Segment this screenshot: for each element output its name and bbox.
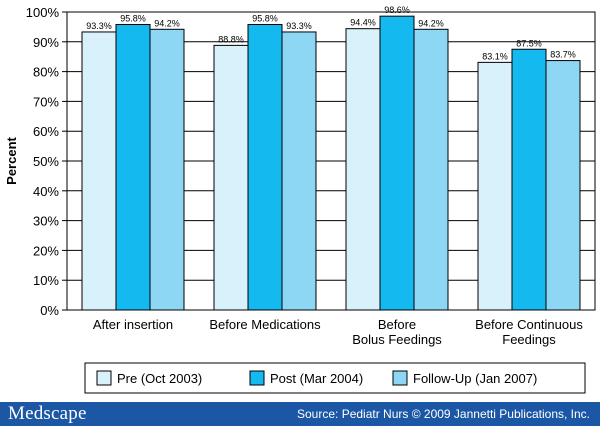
data-label: 94.4% xyxy=(350,18,376,28)
y-tick-label: 20% xyxy=(33,243,59,258)
legend-swatch xyxy=(96,370,112,386)
x-tick-label-line: Before xyxy=(378,317,416,332)
bar-chart: 0% 10% 20% 30% 40% 50% 60% 70% 80% 90% 100% Percen… xyxy=(4,5,596,394)
legend-label: Pre (Oct 2003) xyxy=(117,371,202,386)
x-tick-label: Before Bolus Feedings xyxy=(352,317,442,347)
data-label: 93.3% xyxy=(86,21,112,31)
legend-label: Follow-Up (Jan 2007) xyxy=(413,371,537,386)
legend-label: Post (Mar 2004) xyxy=(270,371,363,386)
bar xyxy=(379,15,415,311)
data-label: 83.7% xyxy=(550,50,576,60)
data-label: 94.2% xyxy=(418,18,444,28)
x-tick-label-line: Feedings xyxy=(502,332,556,347)
x-tick-label: Before Medications xyxy=(209,317,321,332)
bar xyxy=(413,28,449,311)
data-label: 95.8% xyxy=(120,14,146,24)
y-tick-label: 100% xyxy=(26,5,60,20)
legend-box xyxy=(84,362,586,394)
data-label: 87.5% xyxy=(516,38,542,48)
bar xyxy=(477,61,513,311)
y-tick-label: 40% xyxy=(33,184,59,199)
y-tick-label: 50% xyxy=(33,154,59,169)
y-tick-label: 10% xyxy=(33,273,59,288)
x-tick-label-line: Bolus Feedings xyxy=(352,332,442,347)
y-axis: 0% 10% 20% 30% 40% 50% 60% 70% 80% 90% 100% xyxy=(26,5,67,318)
y-tick-label: 60% xyxy=(33,124,59,139)
x-tick-label-line: After insertion xyxy=(93,317,173,332)
bars: 93.3% 95.8% 94.2% 88.8% 95.8% 93.3% 94.4% 98.6%… xyxy=(81,5,581,311)
x-tick-label-line: Before Continuous xyxy=(475,317,583,332)
data-label: 94.2% xyxy=(154,18,180,28)
y-tick-label: 70% xyxy=(33,94,59,109)
x-axis: After insertion Before Medications Before B… xyxy=(93,317,583,347)
medscape-logo: Medscape xyxy=(8,403,87,424)
bar xyxy=(213,44,249,311)
x-tick-label: After insertion xyxy=(93,317,173,332)
data-label: 88.8% xyxy=(218,34,244,44)
legend-swatch xyxy=(392,370,408,386)
y-tick-label: 90% xyxy=(33,35,59,50)
data-label: 95.8% xyxy=(252,14,278,24)
y-tick-label: 80% xyxy=(33,65,59,80)
data-label: 83.1% xyxy=(482,51,508,61)
legend-swatch xyxy=(249,370,265,386)
data-label: 98.6% xyxy=(384,5,410,15)
source-text: Source: Pediatr Nurs © 2009 Jannetti Pub… xyxy=(297,407,590,421)
bar xyxy=(115,24,151,311)
bar xyxy=(545,60,581,311)
bar xyxy=(281,31,317,311)
bar xyxy=(345,28,381,311)
x-tick-label: Before Continuous Feedings xyxy=(475,317,583,347)
bar xyxy=(247,24,283,311)
footer-bar: Medscape Source: Pediatr Nurs © 2009 Jan… xyxy=(0,402,600,426)
y-tick-label: 0% xyxy=(40,303,59,318)
legend: Pre (Oct 2003) Post (Mar 2004) Follow-Up (… xyxy=(84,362,586,394)
bar xyxy=(511,48,547,311)
y-tick-label: 30% xyxy=(33,214,59,229)
y-axis-label: Percent xyxy=(4,136,19,184)
bar xyxy=(149,28,185,311)
data-label: 93.3% xyxy=(286,21,312,31)
bar xyxy=(81,31,117,311)
x-tick-label-line: Before Medications xyxy=(209,317,321,332)
